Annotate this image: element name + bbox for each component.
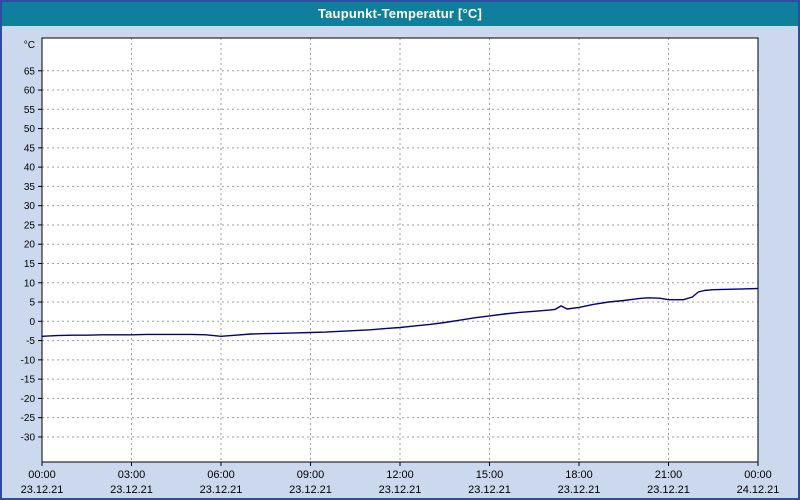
series-line-Taupunkt-Temperatur	[41, 287, 759, 337]
chart-container: -30 -25 -20 -15 -10 -5 0 5 10 15 20 25 30 35 40 45 50 55 6…	[2, 26, 798, 498]
x-tick-date-label: 24.12.21	[737, 484, 780, 496]
x-tick-date-label: 23.12.21	[468, 484, 511, 496]
x-tick-date-label: 23.12.21	[558, 484, 601, 496]
y-axis-unit-label: °C	[24, 40, 35, 51]
y-tick-label: -20	[21, 394, 36, 405]
x-tick-date-label: 23.12.21	[289, 484, 332, 496]
y-tick-label: -25	[21, 413, 36, 424]
y-tick-label: 0	[29, 317, 35, 328]
x-tick-time-label: 06:00	[207, 469, 235, 481]
y-tick-label: -15	[21, 375, 36, 386]
y-tick-label: 30	[24, 201, 36, 212]
x-tick-time-label: 21:00	[655, 469, 683, 481]
y-tick-label: 50	[24, 124, 36, 135]
x-tick-time-label: 03:00	[118, 469, 146, 481]
y-tick-label: 10	[24, 278, 36, 289]
y-tick-label: -30	[21, 432, 36, 443]
y-tick-label: 65	[24, 66, 36, 77]
y-tick-label: 5	[29, 298, 35, 309]
y-tick-label: -10	[21, 355, 36, 366]
y-tick-label: 60	[24, 86, 36, 97]
x-tick-time-label: 00:00	[744, 469, 772, 481]
window-title: Taupunkt-Temperatur [°C]	[2, 2, 798, 26]
y-axis: -30 -25 -20 -15 -10 -5 0 5 10 15 20 25 30 35 40 45 50 55 6…	[21, 66, 758, 443]
chart-canvas: -30 -25 -20 -15 -10 -5 0 5 10 15 20 25 30 35 40 45 50 55 6…	[21, 37, 780, 496]
y-tick-label: 55	[24, 105, 36, 116]
plot-border	[41, 37, 759, 463]
y-tick-label: 45	[24, 143, 36, 154]
x-tick-date-label: 23.12.21	[21, 484, 64, 496]
x-tick-date-label: 23.12.21	[200, 484, 243, 496]
y-tick-label: 35	[24, 182, 36, 193]
y-tick-label: 15	[24, 259, 36, 270]
x-tick-time-label: 12:00	[386, 469, 414, 481]
y-tick-label: -5	[26, 336, 35, 347]
y-tick-label: 25	[24, 220, 36, 231]
y-tick-label: 20	[24, 240, 36, 251]
x-tick-date-label: 23.12.21	[647, 484, 690, 496]
y-tick-label: 40	[24, 163, 36, 174]
x-tick-time-label: 00:00	[28, 469, 56, 481]
x-tick-time-label: 09:00	[297, 469, 325, 481]
x-tick-time-label: 18:00	[565, 469, 593, 481]
x-tick-date-label: 23.12.21	[379, 484, 422, 496]
x-tick-date-label: 23.12.21	[110, 484, 153, 496]
x-axis: 00:00 23.12.21 03:00 23.12.21 06:00 23.12.21 0…	[21, 38, 780, 496]
x-tick-time-label: 15:00	[476, 469, 504, 481]
